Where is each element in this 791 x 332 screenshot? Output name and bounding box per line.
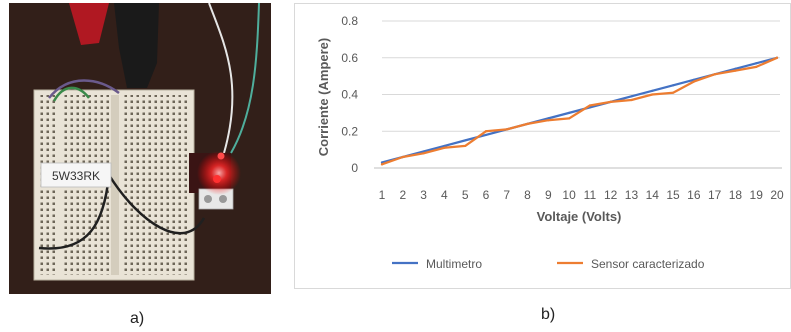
x-tick-label: 17 [708,188,722,202]
x-tick-label: 12 [604,188,618,202]
data-point [547,119,550,122]
data-point [671,84,675,87]
data-point [609,100,612,103]
x-tick-label: 10 [562,188,576,202]
green-wire [52,86,90,102]
data-point [484,133,488,137]
data-point [380,163,384,166]
y-tick-label: 0 [351,161,358,175]
x-tick-label: 3 [420,188,427,202]
x-tick-label: 6 [483,188,490,202]
black-clip [114,3,159,88]
data-point [443,146,446,149]
dark-wire [38,174,206,250]
data-point [775,56,779,59]
data-point [401,155,404,159]
led-glow [197,151,241,195]
led-upper [217,152,225,160]
x-tick-label: 18 [729,188,743,202]
y-tick-label: 0.2 [341,124,358,138]
x-tick-label: 15 [666,188,680,202]
resistor-label [40,162,112,188]
white-wire [208,2,234,154]
purple-wire [48,79,120,99]
x-tick-label: 19 [750,188,764,202]
x-tick-label: 5 [462,188,469,202]
data-point [505,128,508,131]
resistor-text: 5W33RK [52,169,100,183]
data-point [713,73,716,76]
data-point [547,117,550,120]
x-tick-label: 11 [584,188,597,202]
x-tick-label: 9 [545,188,552,202]
x-tick-label: 7 [503,188,510,202]
data-point [755,65,758,69]
data-point [651,89,654,92]
x-tick-label: 20 [770,188,784,202]
y-tick-label: 0.8 [341,14,358,28]
chart-border [294,3,791,289]
data-point [422,152,425,155]
data-point [671,91,675,94]
data-point [484,130,488,133]
y-tick-label: 0.6 [341,51,358,65]
data-point [464,139,467,142]
x-tick-label: 8 [524,188,531,202]
x-tick-label: 1 [379,188,386,202]
data-point [734,67,737,70]
y-axis-title: Corriente (Ampere) [316,38,331,156]
legend-label: Multimetro [426,257,482,271]
data-point [526,122,529,125]
data-point [734,69,737,72]
chart-panel: 0 0.2 0.4 0.6 0.8 1 2 3 4 5 6 7 8 9 10 11 12 13 14 15 16 17 1… [294,3,791,289]
panel-label-b: b) [541,306,556,323]
data-point [443,144,446,148]
x-tick-label: 16 [687,188,701,202]
data-point [651,93,654,96]
data-point [568,111,571,114]
y-tick-label: 0.4 [341,88,358,102]
x-tick-label: 13 [625,188,639,202]
x-tick-label: 2 [399,188,406,202]
breadboard-photo: 5W33RK [9,2,271,294]
data-point [588,104,591,107]
series-line-sensor-caracterizado [380,56,779,166]
panel-label-a: a) [130,310,145,327]
data-point [692,80,695,83]
data-point [630,95,633,98]
data-point [568,117,571,120]
x-axis-title: Voltaje (Volts) [537,209,622,224]
line-chart: 00.20.40.60.8 1 2 3 4 5 6 7 8 9 10 11 12 13 14 15 16 17 1… [294,3,791,289]
x-tick-label: 4 [441,188,448,202]
x-tick-label: 14 [646,188,660,202]
data-point [630,98,633,102]
teal-wire [230,2,260,154]
led-lower [213,175,221,183]
legend-label: Sensor caracterizado [591,257,705,271]
chart-legend: Multimetro Sensor caracterizado [392,257,705,271]
data-point [464,144,467,148]
red-clip [69,3,109,45]
data-point [755,62,758,65]
